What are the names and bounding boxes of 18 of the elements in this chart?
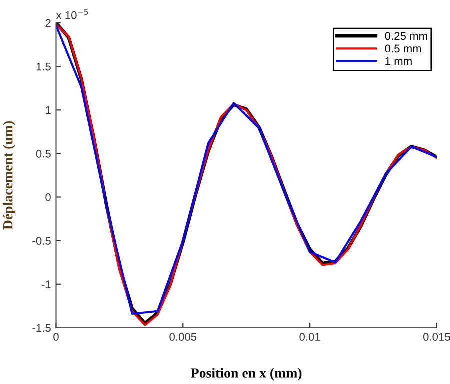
x-tick-label: 0: [54, 333, 59, 341]
text: x 10$^{−5}$: [56, 9, 88, 20]
y-tick-label: 1: [46, 106, 51, 114]
x-tick-label: 0.01: [300, 333, 320, 341]
y-tick-label: -1.5: [32, 324, 51, 332]
legend-label: 0.5 mm: [385, 44, 422, 53]
legend-label: 0.25 mm: [385, 32, 428, 40]
y-tick-label: 2: [46, 19, 51, 28]
y-axis-title: Déplacement (um): [2, 122, 16, 230]
y-tick-label: 0.5: [36, 150, 51, 158]
y-tick-label: -0.5: [32, 237, 51, 245]
y-tick-label: 0: [46, 194, 51, 202]
y-tick-label: 1.5: [36, 62, 51, 71]
y-tick-label: -1: [42, 280, 51, 288]
x-axis-title: Position en x (mm): [191, 368, 302, 381]
legend-label: 1 mm: [386, 57, 412, 66]
x-tick-label: 0.005: [170, 333, 197, 341]
x-tick-label: 0.015: [423, 333, 450, 341]
